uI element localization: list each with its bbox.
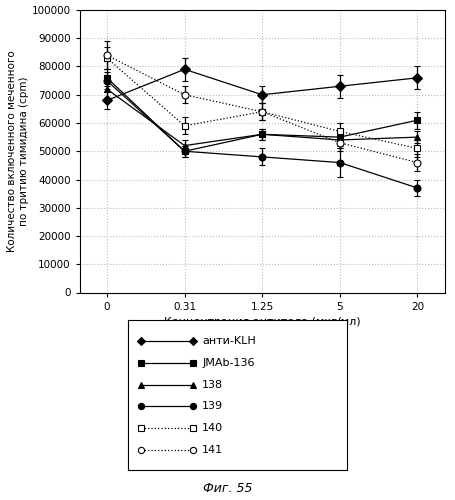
Text: 138: 138 (202, 380, 223, 390)
X-axis label: Концентрация антитела (мкг/мл): Концентрация антитела (мкг/мл) (163, 317, 360, 327)
Text: JMAb-136: JMAb-136 (202, 358, 254, 368)
Text: 140: 140 (202, 423, 223, 433)
Text: анти-KLH: анти-KLH (202, 336, 255, 346)
Text: 141: 141 (202, 445, 223, 455)
Text: 139: 139 (202, 401, 223, 411)
Text: Фиг. 55: Фиг. 55 (203, 482, 252, 496)
Y-axis label: Количество включенного меченного
по тритию тимидина (cpm): Количество включенного меченного по трит… (7, 50, 29, 252)
